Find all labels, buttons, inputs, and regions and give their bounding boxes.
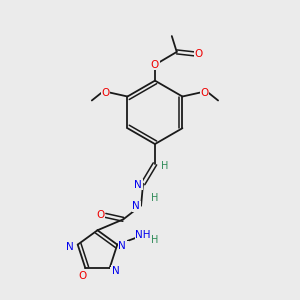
Text: O: O: [151, 60, 159, 70]
Text: O: O: [200, 88, 208, 98]
Text: N: N: [66, 242, 74, 252]
Text: N: N: [120, 242, 128, 252]
Text: N: N: [118, 241, 126, 250]
Text: H: H: [161, 161, 169, 171]
Text: H: H: [151, 235, 159, 245]
Text: N: N: [111, 268, 119, 278]
Text: N: N: [112, 266, 119, 276]
Text: O: O: [78, 271, 86, 281]
Text: O: O: [102, 88, 110, 98]
Text: N: N: [132, 202, 140, 212]
Text: N: N: [134, 180, 142, 190]
Text: O: O: [96, 210, 105, 220]
Text: NH: NH: [135, 230, 151, 240]
Text: H: H: [151, 193, 159, 202]
Text: O: O: [194, 49, 203, 59]
